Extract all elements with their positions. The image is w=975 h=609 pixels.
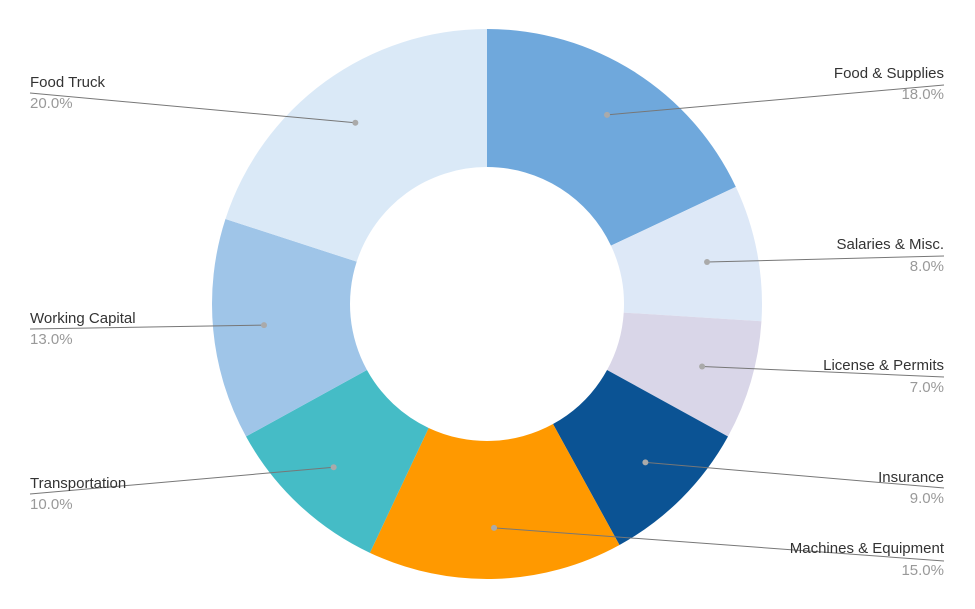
leader-line-food-and-supplies [606, 84, 945, 116]
percent-transportation: 10.0% [30, 496, 73, 513]
label-machines-and-equipment: Machines & Equipment [790, 540, 945, 557]
anchor-dot-license-and-permits [699, 363, 706, 370]
slice-insurance [553, 370, 728, 545]
leader-line-salaries-and-misc [707, 255, 945, 263]
labels-group: Food & Supplies 18.0% Salaries & Misc. 8.0%… [29, 65, 945, 579]
leader-line-food-truck [29, 92, 356, 124]
slice-transportation [246, 370, 429, 553]
percent-machines-and-equipment: 15.0% [901, 562, 944, 579]
leader-line-insurance [645, 461, 945, 489]
anchor-dot-food-truck [352, 119, 359, 126]
label-salaries-and-misc: Salaries & Misc. [836, 236, 944, 253]
slice-license-and-permits [607, 312, 762, 437]
anchor-dot-salaries-and-misc [704, 259, 711, 266]
label-food-truck: Food Truck [30, 74, 106, 91]
slice-food-and-supplies [487, 29, 736, 246]
percent-salaries-and-misc: 8.0% [910, 258, 944, 275]
leader-line-working-capital [29, 324, 265, 330]
slice-working-capital [212, 219, 367, 437]
anchor-dot-food-and-supplies [604, 111, 611, 118]
leader-line-transportation [29, 466, 334, 495]
percent-food-truck: 20.0% [30, 95, 73, 112]
anchor-dot-machines-and-equipment [491, 524, 498, 531]
percent-working-capital: 13.0% [30, 331, 73, 348]
label-food-and-supplies: Food & Supplies [834, 65, 944, 82]
anchor-dot-transportation [330, 464, 337, 471]
percent-insurance: 9.0% [910, 490, 944, 507]
percent-license-and-permits: 7.0% [910, 379, 944, 396]
slices-group [212, 29, 762, 579]
slice-salaries-and-misc [610, 186, 762, 322]
slice-food-truck [225, 29, 487, 262]
label-insurance: Insurance [878, 469, 944, 486]
anchor-dot-insurance [642, 459, 649, 466]
leader-line-machines-and-equipment [493, 527, 945, 562]
slice-machines-and-equipment [369, 424, 620, 579]
percent-food-and-supplies: 18.0% [901, 86, 944, 103]
leader-line-license-and-permits [702, 365, 945, 378]
anchor-dot-working-capital [260, 322, 267, 329]
label-license-and-permits: License & Permits [823, 357, 944, 374]
label-working-capital: Working Capital [30, 310, 136, 327]
label-transportation: Transportation [30, 475, 126, 492]
